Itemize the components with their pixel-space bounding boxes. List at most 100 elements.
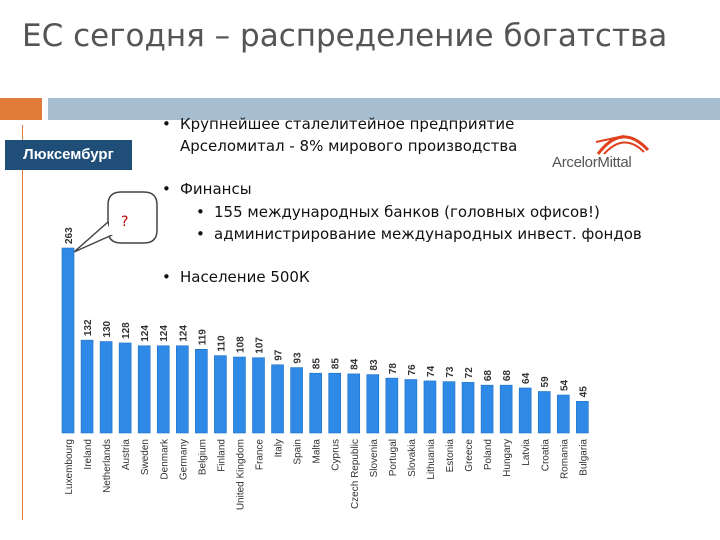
callout-bubble: ? [73, 191, 158, 253]
data-label: 74 [426, 365, 437, 377]
sub-bullet-funds: • администрирование международных инвест.… [196, 225, 642, 243]
data-label: 78 [388, 363, 399, 375]
left-accent-rule [22, 125, 23, 520]
data-label: 124 [178, 325, 189, 342]
sub-bullet-funds-text: администрирование международных инвест. … [214, 225, 642, 243]
bar-denmark [156, 345, 170, 434]
bullet-population: • Население 500К [162, 268, 310, 286]
category-label: Finland [216, 439, 227, 472]
bar-greece [461, 382, 475, 434]
category-label: Sweden [140, 439, 151, 475]
bar-romania [556, 394, 570, 434]
category-label: Austria [121, 439, 132, 471]
bar-latvia [518, 387, 532, 434]
category-label: Italy [274, 439, 285, 457]
bar-finland [214, 355, 227, 434]
category-label: Luxembourg [64, 439, 75, 495]
bullet-steel-line2: Арселомитал - 8% мирового производства [180, 137, 518, 155]
data-label: 97 [274, 349, 285, 361]
bar-portugal [385, 377, 399, 434]
bar-czech-republic [347, 373, 361, 434]
bullet-steel: • Крупнейшее сталелитейное предприятие [162, 115, 514, 133]
data-label: 110 [216, 335, 227, 352]
header-accent-bar [48, 98, 720, 120]
category-label: Belgium [197, 439, 208, 475]
category-label: Slovenia [369, 439, 380, 478]
bullet-steel-cont: Арселомитал - 8% мирового производства [180, 137, 517, 155]
data-label: 59 [540, 376, 551, 388]
country-label: Люксембург [5, 140, 132, 170]
sub-bullet-banks-text: 155 международных банков (головных офисо… [214, 203, 600, 221]
bullet-dot: • [196, 225, 205, 243]
category-label: Latvia [521, 439, 532, 466]
bar-cyprus [328, 372, 342, 434]
category-label: United Kingdom [235, 439, 246, 510]
bar-lithuania [423, 380, 437, 434]
category-label: Ireland [83, 439, 94, 470]
category-label: Spain [293, 439, 304, 465]
bar-spain [290, 367, 303, 434]
data-label: 128 [121, 322, 132, 339]
bullet-steel-line1: Крупнейшее сталелитейное предприятие [180, 115, 515, 133]
bar-austria [118, 342, 132, 434]
data-label: 83 [369, 359, 380, 371]
bar-netherlands [99, 341, 113, 434]
category-label: Greece [464, 439, 475, 472]
data-label: 93 [293, 352, 304, 364]
bullet-dot: • [162, 115, 171, 133]
data-label: 85 [331, 358, 342, 370]
bar-hungary [499, 384, 513, 434]
bar-luxembourg [61, 247, 75, 434]
bullet-dot: • [162, 180, 171, 198]
data-label: 68 [483, 370, 494, 382]
data-label: 72 [464, 367, 475, 379]
bullet-dot: • [162, 268, 171, 286]
category-label: Portugal [388, 439, 399, 476]
bar-sweden [137, 345, 151, 434]
category-label: Croatia [540, 439, 551, 472]
bullet-population-text: Население 500К [180, 268, 310, 286]
logo-arc-icon [595, 135, 650, 155]
data-label: 108 [235, 336, 246, 353]
bar-italy [271, 364, 284, 434]
bar-slovenia [366, 374, 380, 434]
category-label: Denmark [159, 438, 170, 480]
data-label: 119 [197, 329, 208, 346]
category-label: Romania [559, 439, 570, 479]
data-label: 124 [159, 325, 170, 342]
data-label: 45 [578, 386, 589, 398]
data-label: 107 [255, 337, 266, 354]
category-label: Malta [312, 439, 323, 464]
callout-text: ? [121, 214, 128, 230]
bullet-finance: • Финансы [162, 180, 252, 198]
category-label: Hungary [502, 439, 513, 477]
slide-title: ЕС сегодня – распределение богатства [22, 18, 668, 54]
bar-ireland [80, 339, 94, 434]
data-label: 124 [140, 325, 151, 342]
category-label: Slovakia [407, 439, 418, 477]
header-accent-orange [0, 98, 42, 120]
bar-germany [176, 345, 189, 434]
category-label: Netherlands [102, 439, 113, 493]
category-label: Germany [178, 439, 189, 480]
data-label: 73 [445, 366, 456, 378]
bar-malta [309, 372, 322, 434]
data-label: 84 [350, 358, 361, 370]
bar-estonia [442, 381, 456, 434]
data-label: 64 [521, 372, 532, 384]
category-label: Bulgaria [578, 439, 589, 476]
bullet-finance-text: Финансы [180, 180, 252, 198]
bullet-dot: • [196, 203, 205, 221]
category-label: Poland [483, 439, 494, 470]
bar-bulgaria [576, 401, 589, 434]
bar-united-kingdom [233, 356, 246, 434]
data-label: 130 [102, 320, 113, 337]
category-label: Czech Republic [350, 439, 361, 509]
bar-croatia [537, 391, 551, 434]
bar-france [252, 357, 265, 434]
category-label: France [255, 439, 266, 471]
logo-text: ArcelorMittal [552, 154, 632, 171]
category-label: Lithuania [426, 439, 437, 480]
data-label: 76 [407, 364, 418, 376]
